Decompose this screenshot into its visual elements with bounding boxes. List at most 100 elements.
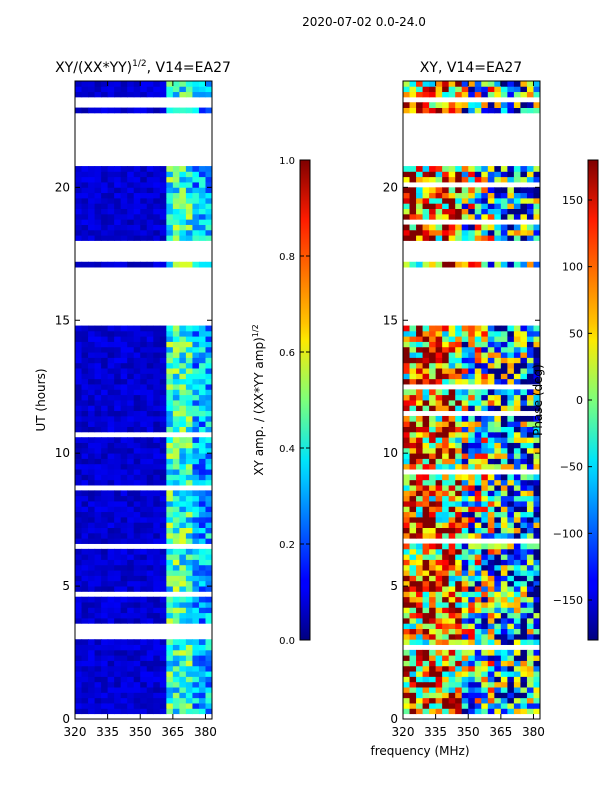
heatmap-cell — [487, 665, 495, 672]
heatmap-cell — [205, 426, 212, 433]
heatmap-cell — [140, 384, 148, 390]
heatmap-cell — [153, 346, 161, 353]
heatmap-cell — [114, 373, 122, 380]
heatmap-cell — [455, 91, 463, 98]
heatmap-cell — [140, 176, 148, 183]
heatmap-cell — [81, 708, 89, 715]
heatmap-cell — [185, 389, 194, 396]
heatmap-cell — [422, 224, 430, 231]
heatmap-cell — [88, 575, 96, 582]
heatmap-cell — [494, 527, 502, 534]
heatmap-cell — [81, 197, 89, 204]
heatmap-cell — [127, 676, 135, 683]
heatmap-cell — [75, 490, 83, 497]
heatmap-cell — [507, 336, 515, 342]
heatmap-cell — [140, 235, 148, 241]
heatmap-cell — [403, 405, 411, 412]
heatmap-cell — [153, 447, 161, 454]
heatmap-cell — [448, 458, 456, 465]
heatmap-cell — [416, 655, 424, 661]
heatmap-cell — [88, 107, 96, 114]
heatmap-cell — [101, 336, 109, 342]
heatmap-cell — [159, 203, 167, 209]
heatmap-cell — [179, 208, 187, 215]
heatmap-cell — [500, 570, 508, 576]
heatmap-cell — [140, 336, 148, 342]
heatmap-cell — [185, 580, 194, 587]
heatmap-cell — [172, 612, 180, 619]
heatmap-cell — [192, 687, 200, 693]
heatmap-cell — [192, 426, 200, 433]
heatmap-cell — [192, 660, 200, 667]
heatmap-cell — [198, 81, 207, 87]
heatmap-cell — [403, 665, 411, 672]
heatmap-cell — [192, 325, 200, 332]
heatmap-cell — [422, 447, 430, 454]
heatmap-cell — [487, 633, 495, 640]
heatmap-cell — [435, 628, 443, 635]
heatmap-cell — [403, 516, 411, 523]
heatmap-cell — [533, 373, 540, 380]
heatmap-cell — [455, 474, 463, 481]
heatmap-cell — [153, 352, 161, 358]
heatmap-cell — [133, 602, 141, 608]
heatmap-cell — [159, 516, 167, 523]
heatmap-cell — [75, 506, 83, 513]
heatmap-cell — [533, 405, 540, 412]
heatmap-cell — [487, 176, 495, 183]
heatmap-cell — [179, 564, 187, 571]
heatmap-cell — [507, 564, 515, 571]
heatmap-cell — [481, 527, 489, 534]
heatmap-cell — [468, 192, 476, 199]
heatmap-cell — [526, 192, 535, 199]
heatmap-cell — [88, 506, 96, 513]
heatmap-cell — [75, 564, 83, 571]
heatmap-cell — [442, 474, 450, 481]
heatmap-cell — [159, 176, 167, 183]
heatmap-cell — [533, 548, 540, 555]
heatmap-cell — [101, 442, 109, 449]
heatmap-cell — [481, 415, 489, 422]
heatmap-cell — [172, 522, 180, 528]
heatmap-cell — [533, 447, 540, 454]
heatmap-cell — [107, 506, 115, 513]
heatmap-cell — [159, 224, 167, 231]
heatmap-cell — [114, 607, 122, 614]
heatmap-cell — [416, 394, 424, 401]
heatmap-cell — [429, 490, 437, 497]
heatmap-cell — [422, 623, 430, 630]
heatmap-cell — [81, 703, 89, 709]
heatmap-cell — [455, 655, 463, 661]
heatmap-cell — [205, 665, 212, 672]
heatmap-cell — [81, 522, 89, 528]
heatmap-cell — [94, 330, 102, 337]
heatmap-cell — [192, 692, 200, 699]
heatmap-cell — [101, 559, 109, 566]
heatmap-cell — [500, 628, 508, 635]
heatmap-cell — [166, 229, 174, 236]
heatmap-cell — [403, 692, 411, 699]
heatmap-cell — [448, 352, 456, 358]
heatmap-cell — [198, 463, 207, 470]
heatmap-cell — [153, 511, 161, 518]
heatmap-cell — [107, 400, 115, 406]
heatmap-cell — [146, 474, 154, 481]
heatmap-cell — [422, 357, 430, 364]
heatmap-cell — [179, 261, 187, 268]
heatmap-cell — [487, 687, 495, 693]
heatmap-cell — [166, 538, 174, 544]
heatmap-cell — [520, 192, 528, 199]
heatmap-cell — [422, 368, 430, 374]
heatmap-cell — [422, 639, 430, 645]
heatmap-cell — [422, 580, 430, 587]
heatmap-cell — [409, 490, 417, 497]
heatmap-cell — [159, 527, 167, 534]
heatmap-cell — [101, 373, 109, 380]
heatmap-cell — [127, 229, 135, 236]
heatmap-cell — [166, 219, 174, 225]
heatmap-cell — [474, 261, 482, 268]
heatmap-cell — [88, 602, 96, 608]
heatmap-cell — [107, 394, 115, 401]
heatmap-cell — [120, 107, 128, 114]
